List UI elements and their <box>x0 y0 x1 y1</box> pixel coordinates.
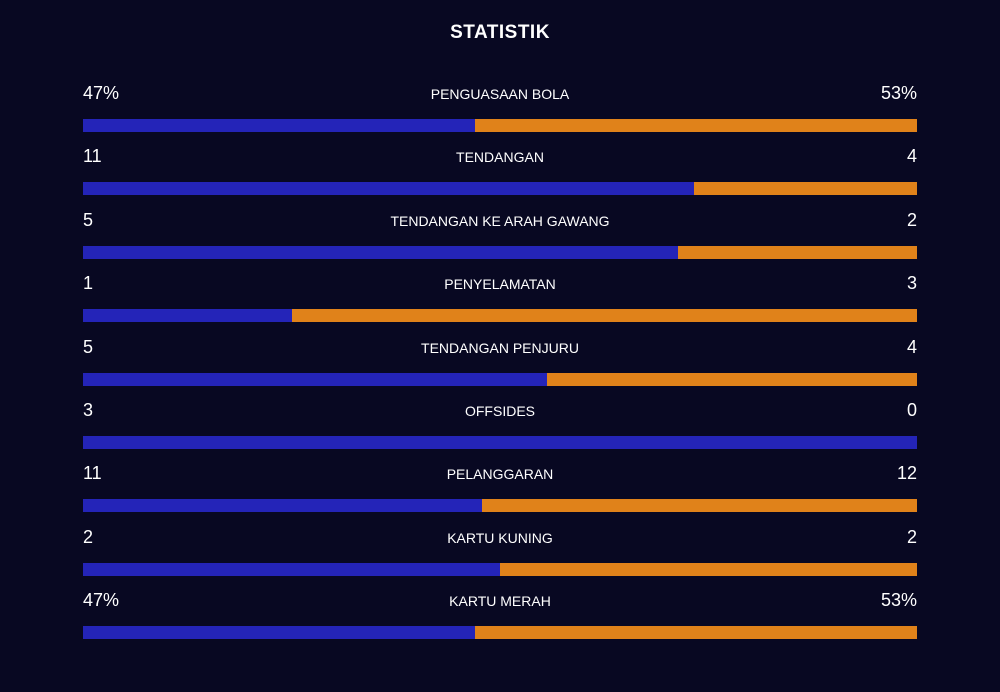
home-bar-segment <box>83 309 292 323</box>
away-value: 53% <box>880 83 917 103</box>
home-bar-segment <box>83 119 475 132</box>
home-bar-segment <box>83 562 500 576</box>
home-value: 47% <box>83 83 120 103</box>
stat-bar <box>83 119 917 132</box>
stat-row-fouls: 11 PELANGGARAN 12 <box>83 460 917 523</box>
stat-label: TENDANGAN KE ARAH GAWANG <box>390 212 610 229</box>
home-bar-segment <box>83 372 547 386</box>
home-bar-segment <box>83 182 695 196</box>
home-bar-segment <box>83 499 482 513</box>
page-title: STATISTIK <box>450 22 550 43</box>
stat-row-corners: 5 TENDANGAN PENJURU 4 <box>83 334 917 397</box>
stat-label: TENDANGAN <box>456 149 544 166</box>
stat-label: KARTU KUNING <box>447 529 553 546</box>
home-value: 47% <box>83 590 120 611</box>
away-value: 2 <box>906 526 917 547</box>
stat-row-saves: 1 PENYELAMATAN 3 <box>83 270 917 333</box>
away-bar-segment <box>474 626 917 640</box>
home-value: 11 <box>83 463 102 484</box>
stat-bar <box>83 182 917 196</box>
stat-label: OFFSIDES <box>464 402 535 419</box>
stat-row-possession: 47% PENGUASAAN BOLA 53% <box>83 80 917 143</box>
home-value: 2 <box>83 526 94 547</box>
away-value: 12 <box>896 463 917 484</box>
away-value: 3 <box>906 273 917 294</box>
home-bar-segment <box>83 435 917 449</box>
stat-row-shots-on-target: 5 TENDANGAN KE ARAH GAWANG 2 <box>83 207 917 270</box>
stat-label: KARTU MERAH <box>449 593 551 610</box>
away-value: 4 <box>906 146 917 167</box>
stat-bar <box>83 309 917 323</box>
home-bar-segment <box>83 626 475 640</box>
stat-row-offsides: 3 OFFSIDES 0 <box>83 397 917 460</box>
home-value: 1 <box>83 273 94 294</box>
stat-bar <box>83 372 917 386</box>
stats-list: 47% PENGUASAAN BOLA 53% 11 TENDANGAN 4 5… <box>83 80 917 651</box>
away-value: 4 <box>906 336 917 357</box>
away-bar-segment <box>474 119 917 132</box>
away-value: 0 <box>906 399 917 420</box>
away-bar-segment <box>678 245 917 259</box>
stat-label: PELANGGARAN <box>446 466 554 483</box>
stat-label: PENYELAMATAN <box>444 276 556 293</box>
away-bar-segment <box>481 499 917 513</box>
away-bar-segment <box>546 372 917 386</box>
stat-bar <box>83 626 917 640</box>
stat-label: PENGUASAAN BOLA <box>430 86 570 102</box>
away-bar-segment <box>694 182 917 196</box>
stat-bar <box>83 245 917 259</box>
stat-row-red-cards: 47% KARTU MERAH 53% <box>83 587 917 650</box>
stat-bar <box>83 562 917 576</box>
home-value: 11 <box>83 146 102 167</box>
away-value: 53% <box>880 590 917 611</box>
home-value: 3 <box>83 399 94 420</box>
away-bar-segment <box>500 562 917 576</box>
home-bar-segment <box>83 245 679 259</box>
stat-bar <box>83 499 917 513</box>
stat-label: TENDANGAN PENJURU <box>421 339 579 356</box>
away-value: 2 <box>906 209 917 230</box>
home-value: 5 <box>83 336 94 357</box>
home-value: 5 <box>83 209 94 230</box>
stat-row-shots: 11 TENDANGAN 4 <box>83 143 917 206</box>
stat-row-yellow-cards: 2 KARTU KUNING 2 <box>83 524 917 587</box>
stat-bar <box>83 435 917 449</box>
away-bar-segment <box>291 309 917 323</box>
